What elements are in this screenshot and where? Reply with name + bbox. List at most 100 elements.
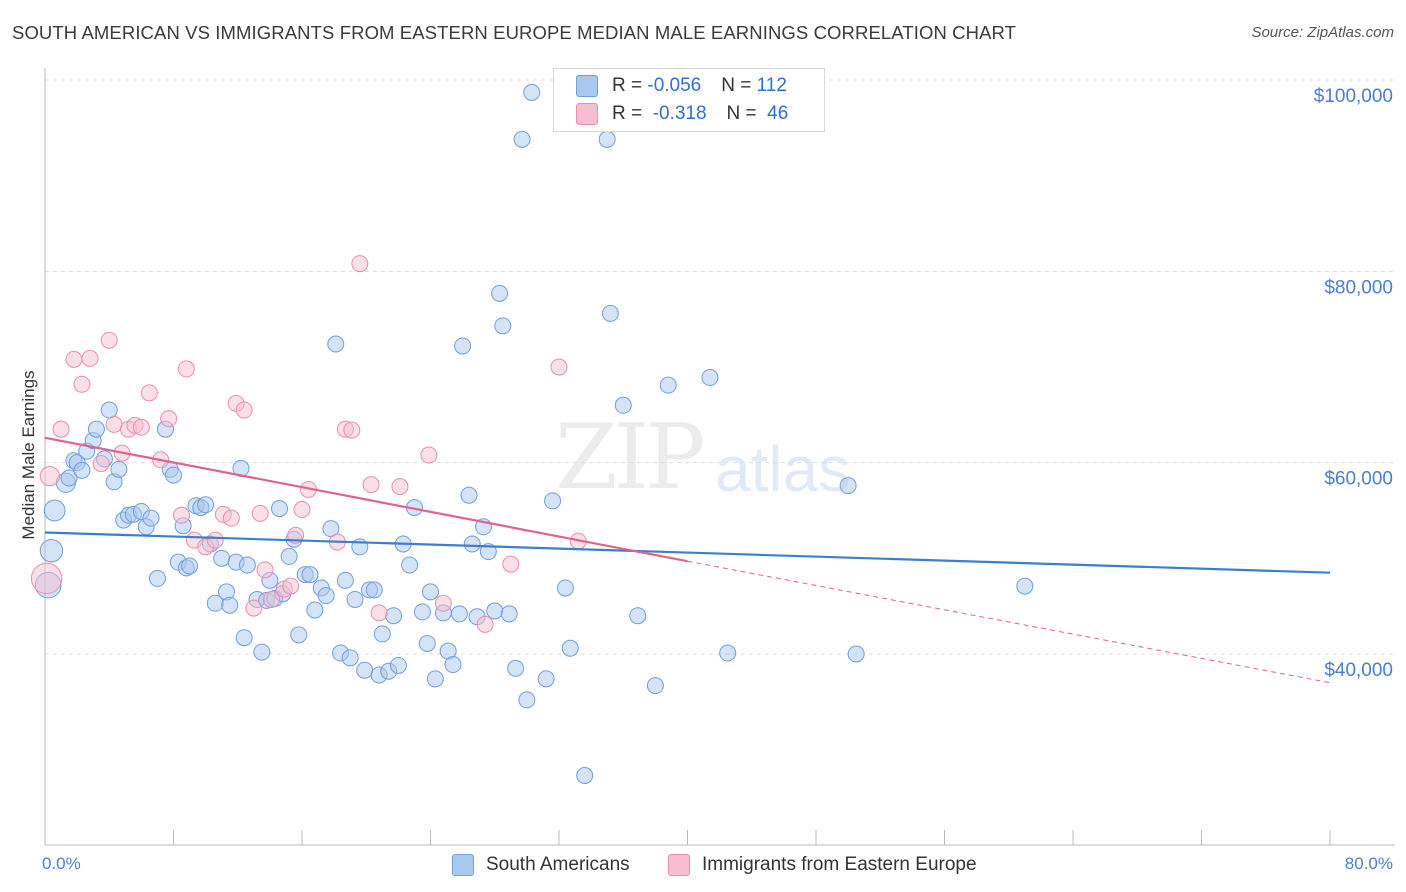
point-south-americans: [356, 661, 374, 679]
point-eastern-europe: [65, 350, 83, 368]
bottom-legend-swatch-pink: [668, 854, 690, 876]
x-tick-label: 80.0%: [1345, 854, 1393, 873]
point-south-americans: [614, 396, 632, 414]
point-south-americans: [576, 766, 594, 784]
point-south-americans: [181, 557, 199, 575]
point-eastern-europe: [343, 421, 361, 439]
chart-source: Source: ZipAtlas.com: [1251, 24, 1394, 41]
point-eastern-europe: [256, 561, 274, 579]
point-eastern-europe: [282, 577, 300, 595]
bottom-legend-eastern-europe: Immigrants from Eastern Europe: [668, 852, 977, 878]
correlation-legend: R = -0.056 N = 112 R = -0.318 N = 46: [553, 68, 825, 132]
point-eastern-europe: [391, 478, 409, 496]
point-eastern-europe: [140, 384, 158, 402]
point-south-americans: [629, 607, 647, 625]
y-tick-label: $100,000: [1314, 86, 1393, 107]
point-eastern-europe: [351, 255, 369, 273]
bottom-legend-swatch-blue: [452, 854, 474, 876]
point-south-americans: [556, 579, 574, 597]
point-south-americans: [280, 547, 298, 565]
point-south-americans: [43, 499, 66, 522]
trend-lines: [44, 436, 1331, 684]
bottom-legend-label: Immigrants from Eastern Europe: [702, 854, 977, 875]
point-south-americans: [100, 401, 118, 419]
point-south-americans: [213, 549, 231, 567]
y-tick-label: $40,000: [1324, 660, 1393, 681]
point-eastern-europe: [39, 465, 60, 487]
point-south-americans: [271, 500, 289, 518]
legend-row-eastern-europe: R = -0.318 N = 46: [576, 101, 788, 127]
bottom-legend-label: South Americans: [486, 854, 630, 875]
point-south-americans: [110, 460, 128, 478]
point-south-americans: [486, 602, 504, 620]
point-south-americans: [646, 677, 664, 695]
point-eastern-europe: [434, 594, 452, 612]
point-south-americans: [346, 590, 364, 608]
point-eastern-europe: [235, 401, 253, 419]
point-eastern-europe: [105, 415, 123, 433]
legend-swatch-pink: [576, 103, 598, 125]
watermark-atlas: atlas: [715, 433, 851, 505]
trend-line-south-americans: [44, 531, 1331, 574]
point-south-americans: [221, 596, 239, 614]
point-south-americans: [513, 130, 531, 148]
point-south-americans: [444, 656, 462, 674]
trend-line-eastern-europe: [44, 436, 688, 563]
point-south-americans: [500, 605, 518, 623]
point-south-americans: [422, 583, 439, 601]
point-south-americans: [523, 83, 541, 101]
legend-r-label: R =: [612, 75, 648, 96]
point-south-americans: [1016, 577, 1034, 595]
point-south-americans: [463, 535, 481, 553]
point-south-americans: [306, 601, 324, 619]
point-eastern-europe: [92, 455, 110, 473]
point-eastern-europe: [52, 420, 70, 438]
y-tick-label: $80,000: [1324, 277, 1393, 298]
point-eastern-europe: [476, 615, 494, 633]
point-eastern-europe: [420, 446, 438, 464]
point-south-americans: [317, 587, 335, 605]
point-south-americans: [87, 420, 105, 438]
point-south-americans: [491, 284, 509, 302]
point-south-americans: [235, 629, 253, 647]
series-south-americans: [34, 83, 1034, 784]
point-eastern-europe: [206, 531, 224, 549]
point-south-americans: [507, 659, 525, 677]
legend-row-south-americans: R = -0.056 N = 112: [576, 73, 787, 99]
point-south-americans: [494, 317, 512, 335]
x-tick-label: 0.0%: [42, 854, 81, 873]
trend-line-eastern-europe-extension: [687, 560, 1331, 684]
point-south-americans: [373, 625, 391, 643]
point-south-americans: [847, 645, 865, 663]
point-south-americans: [301, 566, 319, 584]
bottom-legend-south-americans: South Americans: [452, 852, 630, 878]
point-south-americans: [389, 656, 407, 674]
point-south-americans: [142, 509, 160, 527]
chart-title: SOUTH AMERICAN VS IMMIGRANTS FROM EASTER…: [12, 22, 1017, 43]
point-eastern-europe: [245, 599, 263, 617]
point-south-americans: [341, 649, 359, 667]
axes: [44, 68, 1395, 846]
point-eastern-europe: [362, 476, 380, 494]
point-south-americans: [39, 538, 64, 563]
point-south-americans: [73, 461, 91, 479]
point-eastern-europe: [100, 331, 118, 349]
point-south-americans: [385, 607, 403, 625]
point-south-americans: [148, 569, 166, 587]
point-eastern-europe: [160, 410, 178, 428]
point-south-americans: [418, 634, 436, 652]
point-south-americans: [601, 304, 619, 322]
legend-n-value: 46: [761, 103, 789, 124]
y-tick-label: $60,000: [1324, 469, 1393, 490]
point-eastern-europe: [30, 562, 63, 595]
point-south-americans: [454, 337, 472, 355]
point-eastern-europe: [370, 604, 388, 622]
point-eastern-europe: [177, 360, 195, 378]
point-eastern-europe: [293, 501, 311, 519]
series-eastern-europe: [30, 255, 587, 633]
point-south-americans: [479, 543, 497, 561]
legend-r-value: -0.318: [647, 103, 707, 124]
point-south-americans: [401, 556, 419, 574]
watermark-zip: ZIP: [555, 405, 706, 510]
point-south-americans: [165, 466, 182, 484]
